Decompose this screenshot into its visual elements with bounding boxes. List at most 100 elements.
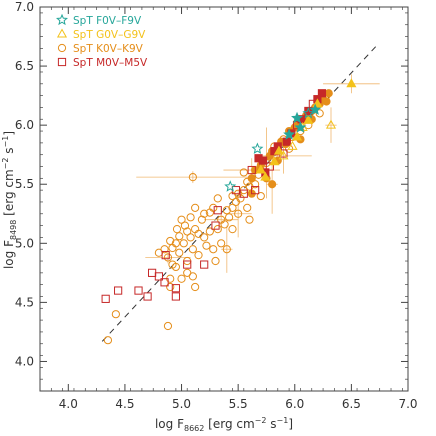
- square-point: [251, 186, 260, 195]
- square-point: [143, 292, 152, 301]
- square-point: [154, 272, 163, 281]
- square-point: [213, 206, 222, 215]
- circle-point: [166, 236, 175, 246]
- circle-point: [163, 321, 173, 331]
- circle-point: [166, 282, 175, 292]
- circle-point: [194, 229, 203, 238]
- circle-point: [209, 245, 218, 254]
- legend-marker-circle: [57, 43, 67, 53]
- legend-marker-star: [56, 13, 68, 26]
- circle-point: [186, 213, 195, 222]
- x-axis-label-unit: [erg cm: [204, 417, 254, 431]
- square-point: [134, 286, 143, 295]
- circle-point: [172, 225, 182, 234]
- triangle-point: [260, 171, 271, 181]
- triangle-point: [291, 131, 303, 141]
- y-axis-tick-labels: 4.0 4.5 5.0 5.5 6.0 6.5 7.0: [15, 0, 34, 368]
- x-axis-label-end: ]: [288, 417, 293, 431]
- x-axis-label-sup2: −1: [277, 416, 289, 425]
- y-tick-label: 4.0: [15, 354, 34, 368]
- circle-point: [194, 251, 203, 260]
- y-tick-label: 6.5: [15, 59, 34, 73]
- circle-point: [222, 206, 231, 215]
- circle-point: [245, 215, 254, 224]
- x-tick-label: 4.5: [115, 397, 134, 411]
- square-point: [282, 137, 291, 146]
- data-points: [101, 78, 357, 345]
- circle-point: [168, 260, 177, 269]
- x-tick-label: 7.0: [398, 397, 417, 411]
- star-point: [302, 107, 315, 119]
- circle-point: [171, 239, 180, 248]
- x-axis-tick-labels: 4.0 4.5 5.0 5.5 6.0 6.5 7.0: [59, 397, 418, 411]
- x-tick-label: 5.5: [229, 397, 248, 411]
- circle-point: [103, 336, 113, 345]
- circle-point: [191, 282, 200, 292]
- circle-point: [188, 245, 197, 254]
- square-point: [239, 189, 248, 198]
- circle-point: [211, 256, 220, 266]
- star-point: [224, 180, 237, 192]
- circle-point: [179, 239, 188, 248]
- legend-marker-square: [57, 57, 67, 67]
- triangle-point: [287, 140, 298, 150]
- circle-point: [183, 268, 192, 277]
- x-axis-label-sup1: −2: [255, 416, 267, 425]
- star-point: [251, 142, 264, 154]
- triangle-point: [303, 114, 314, 124]
- y-tick-label: 6.0: [15, 118, 34, 132]
- plot-frame: [39, 6, 409, 392]
- star-point: [283, 128, 296, 140]
- y-axis-label-end: ]: [2, 131, 16, 136]
- circle-point: [183, 227, 192, 236]
- y-tick-label: 7.0: [15, 0, 34, 14]
- triangle-point: [346, 78, 357, 88]
- square-point: [200, 260, 209, 269]
- square-point: [171, 284, 180, 293]
- circle-point: [188, 272, 197, 281]
- square-point: [160, 278, 169, 287]
- circle-point: [175, 248, 184, 257]
- circle-point: [224, 213, 234, 222]
- circle-point: [111, 310, 120, 319]
- star-point: [309, 103, 322, 115]
- circle-point: [205, 227, 214, 236]
- legend: SpT F0V–F9V SpT G0V–G9V SpT K0V–K9V SpT M0V…: [56, 13, 148, 69]
- square-point: [171, 292, 180, 301]
- x-axis-label-sub: 8662: [184, 424, 204, 433]
- legend-label: SpT G0V–G9V: [73, 29, 146, 41]
- y-tick-label: 4.5: [15, 295, 34, 309]
- circle-point: [247, 174, 256, 183]
- square-point: [114, 286, 123, 295]
- star-point: [291, 111, 304, 124]
- triangle-point: [255, 164, 266, 174]
- circle-point: [188, 173, 197, 182]
- legend-label: SpT F0V–F9V: [73, 15, 142, 27]
- circle-point: [200, 209, 209, 218]
- circle-point: [228, 203, 237, 212]
- square-point: [161, 251, 170, 260]
- triangle-point: [273, 145, 284, 155]
- circle-point: [234, 209, 243, 218]
- circle-point: [200, 233, 209, 242]
- square-point: [258, 156, 268, 165]
- triangle-point: [278, 150, 289, 160]
- square-point: [265, 162, 274, 171]
- star-point: [294, 121, 307, 133]
- circle-point: [322, 97, 331, 106]
- circle-point: [191, 203, 200, 212]
- x-tick-label: 5.0: [172, 397, 191, 411]
- circle-point: [251, 180, 260, 189]
- square-point: [317, 89, 327, 98]
- circle-point: [177, 215, 186, 224]
- circle-point: [217, 239, 226, 248]
- circle-point: [186, 233, 195, 242]
- circle-point: [220, 220, 229, 229]
- legend-label: SpT M0V–M5V: [73, 57, 148, 69]
- square-point: [147, 268, 157, 277]
- axis-ticks: [39, 6, 409, 392]
- circle-point: [222, 245, 231, 254]
- circle-point: [268, 180, 277, 189]
- legend-label: SpT K0V–K9V: [73, 43, 144, 55]
